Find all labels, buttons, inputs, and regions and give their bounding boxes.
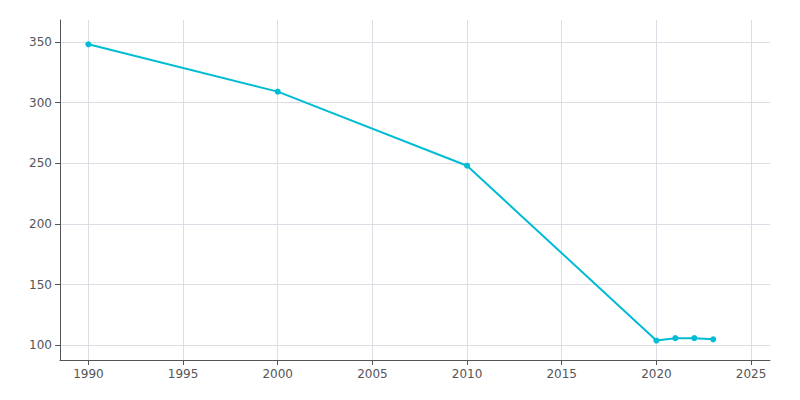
svg-text:250: 250: [29, 156, 52, 170]
svg-text:2015: 2015: [546, 367, 577, 381]
svg-text:300: 300: [29, 96, 52, 110]
svg-text:350: 350: [29, 35, 52, 49]
svg-text:1990: 1990: [73, 367, 104, 381]
svg-text:1995: 1995: [168, 367, 199, 381]
svg-text:2005: 2005: [357, 367, 388, 381]
svg-text:2020: 2020: [641, 367, 672, 381]
svg-text:2025: 2025: [736, 367, 767, 381]
svg-text:200: 200: [29, 217, 52, 231]
svg-text:150: 150: [29, 278, 52, 292]
svg-text:2010: 2010: [452, 367, 483, 381]
svg-text:100: 100: [29, 338, 52, 352]
svg-text:2000: 2000: [262, 367, 293, 381]
